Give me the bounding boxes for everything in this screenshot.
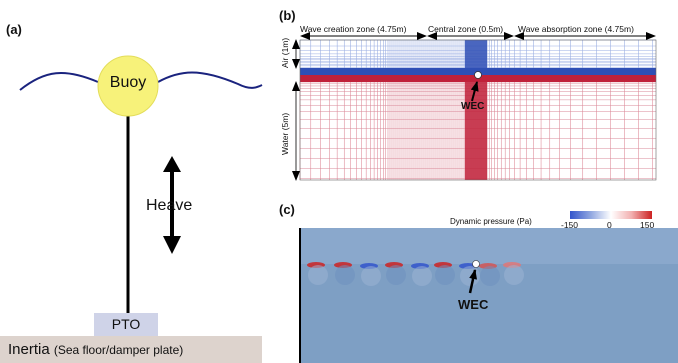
- mesh-domain: [299, 39, 657, 181]
- pressure-field: [299, 228, 678, 363]
- inertia-base: [0, 336, 262, 363]
- wec-pointer-field: [468, 269, 477, 294]
- colorbar-tick-min: -150: [561, 220, 579, 230]
- heave-arrow: [163, 156, 181, 254]
- colorbar-tick-max: 150: [640, 220, 655, 230]
- wec-marker-mesh: [474, 71, 482, 79]
- panel-c-label: (c): [279, 202, 295, 217]
- pto-box: [94, 313, 158, 336]
- central-zone-water: [465, 82, 487, 180]
- zone-left-label: Wave creation zone (4.75m): [300, 24, 407, 34]
- wec-pointer-mesh: [470, 81, 479, 102]
- inertia-text: Inertia: [8, 341, 50, 358]
- zone-center-label: Central zone (0.5m): [428, 24, 504, 34]
- wave-line: [19, 71, 263, 91]
- wec-marker-field: [472, 260, 480, 268]
- inertia-label: Inertia (Sea floor/damper plate): [8, 341, 183, 358]
- zone-right-label: Wave absorption zone (4.75m): [518, 24, 634, 34]
- panel-b-label: (b): [279, 8, 296, 23]
- wec-label-field: WEC: [458, 297, 489, 312]
- colorbar: [570, 211, 652, 219]
- buoy-sphere: [97, 55, 159, 117]
- wec-label-mesh: WEC: [461, 101, 485, 112]
- buoy-label: Buoy: [109, 74, 147, 91]
- pto-label: PTO: [111, 316, 141, 332]
- inertia-note: (Sea floor/damper plate): [53, 343, 184, 357]
- central-zone-air: [465, 40, 487, 68]
- colorbar-tick-mid: 0: [607, 220, 612, 230]
- heave-label: Heave: [146, 197, 193, 214]
- water-label: Water (5m): [280, 112, 290, 155]
- colorbar-title: Dynamic pressure (Pa): [450, 217, 532, 226]
- panel-a-label: (a): [6, 22, 22, 37]
- air-label: Air (1m): [280, 37, 290, 68]
